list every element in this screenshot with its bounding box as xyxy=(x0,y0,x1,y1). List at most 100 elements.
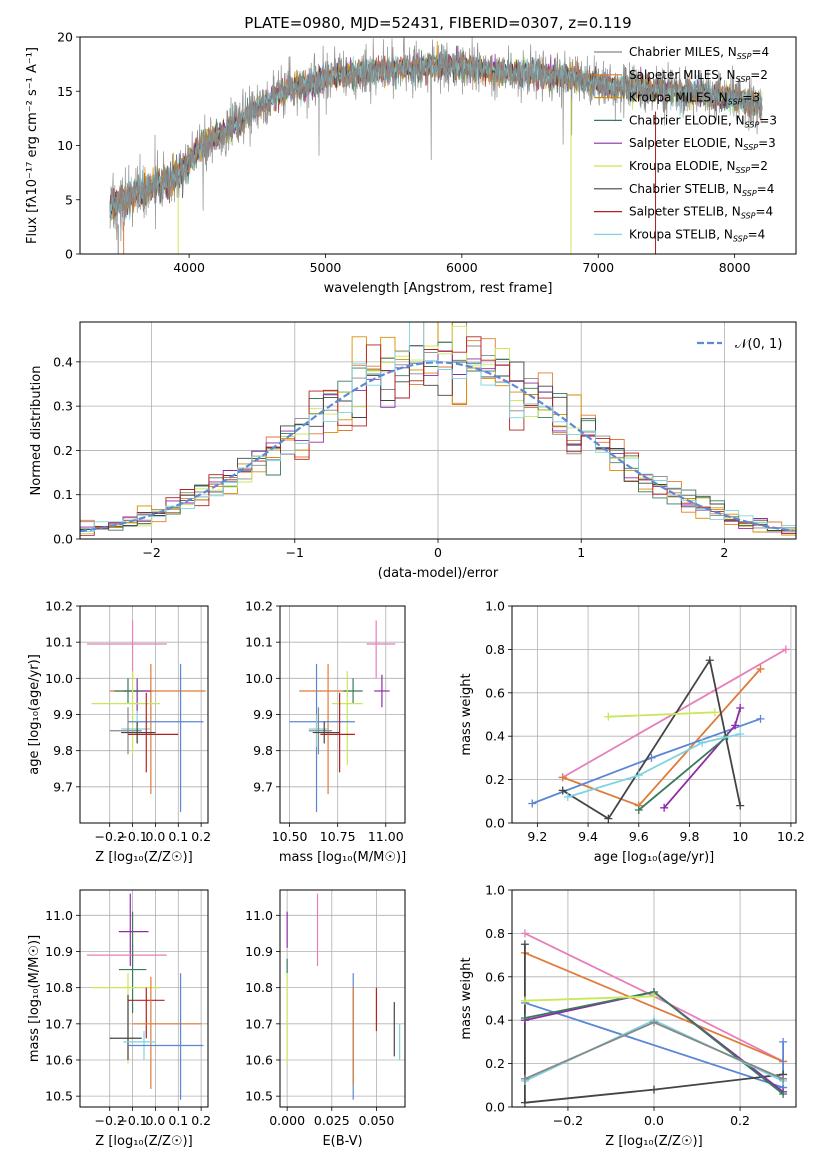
y-tick-label: 10.5 xyxy=(45,1089,73,1104)
x-axis-label: E(B-V) xyxy=(322,1134,362,1149)
legend-entry: Kroupa MILES, NSSP=3 xyxy=(629,91,760,107)
legend-entry: Chabrier STELIB, NSSP=4 xyxy=(629,182,774,198)
x-tick-label: 9.4 xyxy=(578,829,598,844)
weight-marker-chabrier_elodie xyxy=(634,805,643,814)
y-tick-label: 10.8 xyxy=(245,980,273,995)
y-tick-label: 1.0 xyxy=(485,883,505,898)
y-tick-label: 10.1 xyxy=(245,635,273,650)
legend-entry: Salpeter STELIB, NSSP=4 xyxy=(629,205,773,221)
y-tick-label: 9.8 xyxy=(53,743,73,758)
spectrum-line-chabrier_miles xyxy=(109,37,763,242)
x-tick-label: 2 xyxy=(720,545,728,560)
x-tick-label: 10.50 xyxy=(272,829,308,844)
weight-marker-kroupa_stelib xyxy=(736,730,745,739)
x-tick-label: 0.0 xyxy=(644,1113,664,1128)
y-tick-label: 10.7 xyxy=(245,1016,273,1031)
y-tick-label: 10.0 xyxy=(45,671,73,686)
y-tick-label: 0.3 xyxy=(53,399,73,414)
x-tick-label: 4000 xyxy=(173,260,205,275)
x-tick-label: 0.2 xyxy=(191,829,211,844)
y-axis-label: mass [log₁₀(M/M☉)] xyxy=(27,935,42,1062)
weight-marker-chabrier_miles xyxy=(520,1074,529,1083)
y-tick-label: 0.8 xyxy=(485,642,505,657)
axes-frame xyxy=(79,889,209,1108)
x-tick-label: 0.0 xyxy=(145,829,165,844)
weight-marker-salpeter_miles xyxy=(558,773,567,782)
weight-lines xyxy=(528,645,790,823)
y-tick-label: 9.7 xyxy=(53,779,73,794)
axes-frame xyxy=(511,605,797,824)
weight-line-chabrier_elodie xyxy=(638,735,729,811)
y-tick-label: 10.5 xyxy=(245,1089,273,1104)
x-axis-label: age [log₁₀(age/yr)] xyxy=(594,850,715,865)
weight-marker-salpeter_miles xyxy=(756,664,765,673)
y-tick-label: 9.9 xyxy=(253,707,273,722)
weight-line-kroupa_elodie xyxy=(608,711,715,718)
weight-line-kroupa_elodie xyxy=(524,995,655,1002)
y-tick-label: 5 xyxy=(65,192,73,207)
y-tick-label: 9.9 xyxy=(53,707,73,722)
y-tick-label: 0.4 xyxy=(485,1013,505,1028)
x-tick-label: 0.1 xyxy=(168,1113,188,1128)
x-tick-label: 0.050 xyxy=(359,1113,395,1128)
x-tick-label: 9.2 xyxy=(527,829,547,844)
x-axis-label: Z [log₁₀(Z/Z☉)] xyxy=(605,1134,702,1149)
axes-frame xyxy=(79,321,797,540)
errorbars xyxy=(86,620,206,813)
y-tick-label: 20 xyxy=(57,30,73,45)
x-tick-label: 0.025 xyxy=(314,1113,350,1128)
y-tick-label: 0.0 xyxy=(53,532,73,547)
x-axis-label: Z [log₁₀(Z/Z☉)] xyxy=(95,850,192,865)
spectrum-lines xyxy=(109,37,763,254)
weight-marker-kroupa_elodie xyxy=(650,992,658,1001)
weight-marker-chabrier_stelib xyxy=(650,1085,658,1094)
weight-marker-pink xyxy=(520,929,529,938)
y-tick-label: 10.7 xyxy=(45,1016,73,1031)
y-axis-label: age [log₁₀(age/yr)] xyxy=(27,654,42,775)
y-tick-label: 0.4 xyxy=(485,729,505,744)
y-axis-label: Flux [fλ10⁻¹⁷ erg cm⁻² s⁻¹ A⁻¹] xyxy=(25,47,40,244)
x-tick-label: 8000 xyxy=(719,260,751,275)
weight-marker-kroupa_elodie xyxy=(520,996,529,1005)
x-tick-label: 10.75 xyxy=(320,829,356,844)
errorbars xyxy=(289,620,396,813)
x-tick-label: 0.1 xyxy=(168,829,188,844)
x-axis-label: (data-model)/error xyxy=(378,566,499,581)
x-tick-label: 5000 xyxy=(310,260,342,275)
axes-frame xyxy=(279,889,406,1108)
y-tick-label: 9.8 xyxy=(253,743,273,758)
normal-curve xyxy=(80,361,794,533)
x-tick-label: −0.2 xyxy=(95,1113,125,1128)
y-tick-label: 10 xyxy=(57,138,73,153)
y-tick-label: 0 xyxy=(65,247,73,262)
weight-marker-salpeter_elodie xyxy=(731,721,740,730)
x-tick-label: 9.6 xyxy=(629,829,649,844)
axes-frame xyxy=(79,36,797,255)
weight-marker-chabrier_stelib xyxy=(604,814,613,823)
x-tick-label: −0.1 xyxy=(117,829,147,844)
weight-marker-chabrier_stelib xyxy=(558,786,567,795)
weight-line-salpeter_miles xyxy=(524,952,784,1063)
y-tick-label: 10.2 xyxy=(245,599,273,614)
x-tick-label: −2 xyxy=(142,545,160,560)
x-tick-label: 10 xyxy=(732,829,748,844)
y-axis-label: Normed distribution xyxy=(29,366,44,496)
y-tick-label: 10.9 xyxy=(245,944,273,959)
weight-lines xyxy=(520,929,788,1107)
chart-title: PLATE=0980, MJD=52431, FIBERID=0307, z=0… xyxy=(244,14,631,32)
weight-marker-kroupa_stelib xyxy=(563,792,572,801)
weight-marker-blue xyxy=(756,714,765,723)
y-tick-label: 10.6 xyxy=(45,1052,73,1067)
x-tick-label: −0.1 xyxy=(117,1113,147,1128)
y-axis-label: mass weight xyxy=(459,957,474,1039)
weight-line-chabrier_stelib xyxy=(562,657,742,820)
x-tick-label: −0.2 xyxy=(553,1113,583,1128)
x-tick-label: 9.8 xyxy=(680,829,700,844)
weight-marker-kroupa_stelib xyxy=(698,738,707,747)
y-tick-label: 0.2 xyxy=(485,772,505,787)
legend-entry: Kroupa STELIB, NSSP=4 xyxy=(629,227,765,243)
x-tick-label: 0.0 xyxy=(145,1113,165,1128)
x-tick-label: 0.000 xyxy=(269,1113,305,1128)
x-tick-label: 0 xyxy=(434,545,442,560)
